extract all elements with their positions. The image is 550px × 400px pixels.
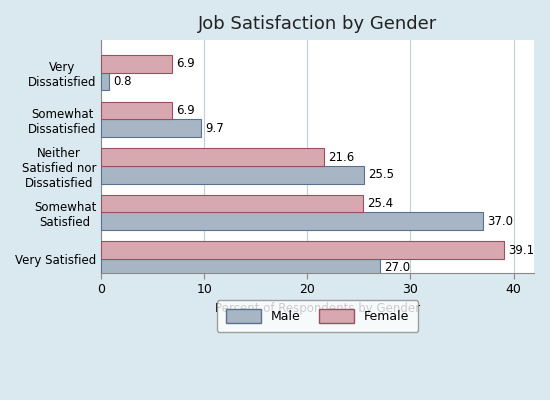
Text: 0.8: 0.8: [113, 75, 132, 88]
Bar: [101, 259, 380, 277]
Text: 6.9: 6.9: [177, 104, 195, 117]
Legend: Male, Female: Male, Female: [217, 300, 419, 332]
Text: 37.0: 37.0: [487, 215, 513, 228]
Text: 25.4: 25.4: [367, 197, 393, 210]
Bar: [101, 166, 364, 184]
Text: 27.0: 27.0: [384, 261, 410, 274]
Text: 9.7: 9.7: [205, 122, 224, 135]
Bar: [101, 73, 109, 90]
Text: 6.9: 6.9: [177, 57, 195, 70]
Bar: [101, 102, 172, 119]
Title: Job Satisfaction by Gender: Job Satisfaction by Gender: [198, 15, 437, 33]
Text: 25.5: 25.5: [368, 168, 394, 181]
X-axis label: Percent of Respondents by Gender: Percent of Respondents by Gender: [215, 302, 420, 315]
Bar: [101, 148, 324, 166]
Bar: [101, 241, 504, 259]
Text: 21.6: 21.6: [328, 150, 354, 164]
Bar: [101, 119, 201, 137]
Text: 39.1: 39.1: [508, 244, 535, 257]
Bar: [101, 212, 483, 230]
Bar: [101, 195, 363, 212]
Bar: [101, 55, 172, 73]
